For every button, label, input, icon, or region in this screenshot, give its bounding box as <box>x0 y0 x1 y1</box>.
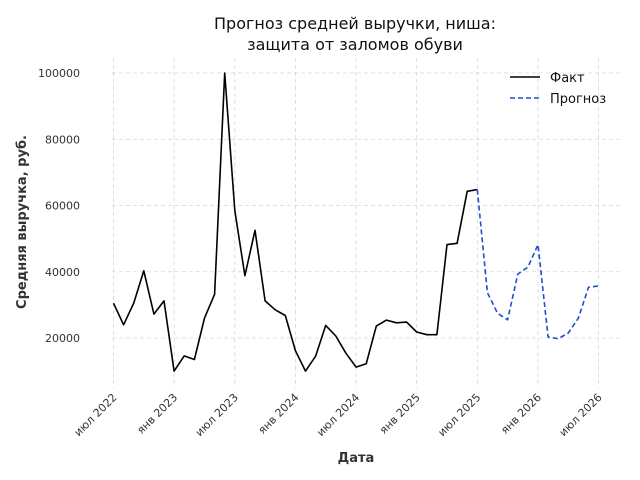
x-tick-label: июл 2026 <box>557 391 605 439</box>
legend-label-fact: Факт <box>550 71 585 86</box>
series-line-fact <box>112 72 478 372</box>
y-tick-label: 100000 <box>38 67 80 80</box>
x-axis-label: Дата <box>338 451 375 466</box>
y-tick-label: 60000 <box>45 200 80 213</box>
legend-label-forecast: Прогноз <box>550 92 606 107</box>
chart-title-line-2: защита от заломов обуви <box>247 35 463 54</box>
ticks-layer: 20000 40000 60000 80000 100000 июл 2022 янв 20… <box>38 67 605 439</box>
x-tick-label: янв 2023 <box>134 391 180 437</box>
x-tick-label: июл 2024 <box>314 391 362 439</box>
x-tick-label: янв 2026 <box>498 391 544 437</box>
y-tick-label: 20000 <box>45 332 80 345</box>
legend: Факт Прогноз <box>510 71 606 107</box>
y-tick-label: 40000 <box>45 266 80 279</box>
grid-layer <box>112 58 622 388</box>
chart-title-line-1: Прогноз средней выручки, ниша: <box>214 14 496 33</box>
series-line-forecast <box>476 189 599 340</box>
x-tick-label: янв 2025 <box>377 391 423 437</box>
x-tick-label: янв 2024 <box>256 391 302 437</box>
x-tick-label: июл 2025 <box>435 391 483 439</box>
y-tick-label: 80000 <box>45 133 80 146</box>
y-axis-label: Средняя выручка, руб. <box>15 135 30 309</box>
x-tick-label: июл 2023 <box>193 391 241 439</box>
x-tick-label: июл 2022 <box>72 391 120 439</box>
series-layer <box>112 72 599 372</box>
